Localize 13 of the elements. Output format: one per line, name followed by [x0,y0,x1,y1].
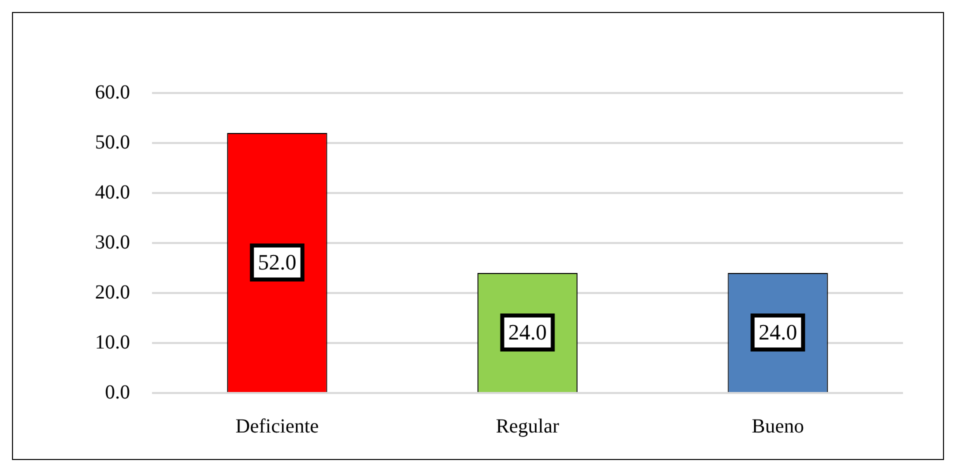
data-label: 52.0 [258,249,296,274]
data-label: 24.0 [508,319,547,344]
x-tick-label: Bueno [752,415,804,438]
x-tick-label: Regular [496,415,560,438]
y-tick-label: 40.0 [95,181,130,204]
y-tick-label: 30.0 [95,231,130,254]
x-tick-label: Deficiente [236,415,319,438]
y-tick-label: 50.0 [95,131,130,154]
y-tick-label: 20.0 [95,281,130,304]
y-tick-label: 10.0 [95,331,130,354]
data-label: 24.0 [758,319,798,344]
y-tick-label: 0.0 [105,381,130,404]
y-tick-label: 60.0 [95,81,130,104]
